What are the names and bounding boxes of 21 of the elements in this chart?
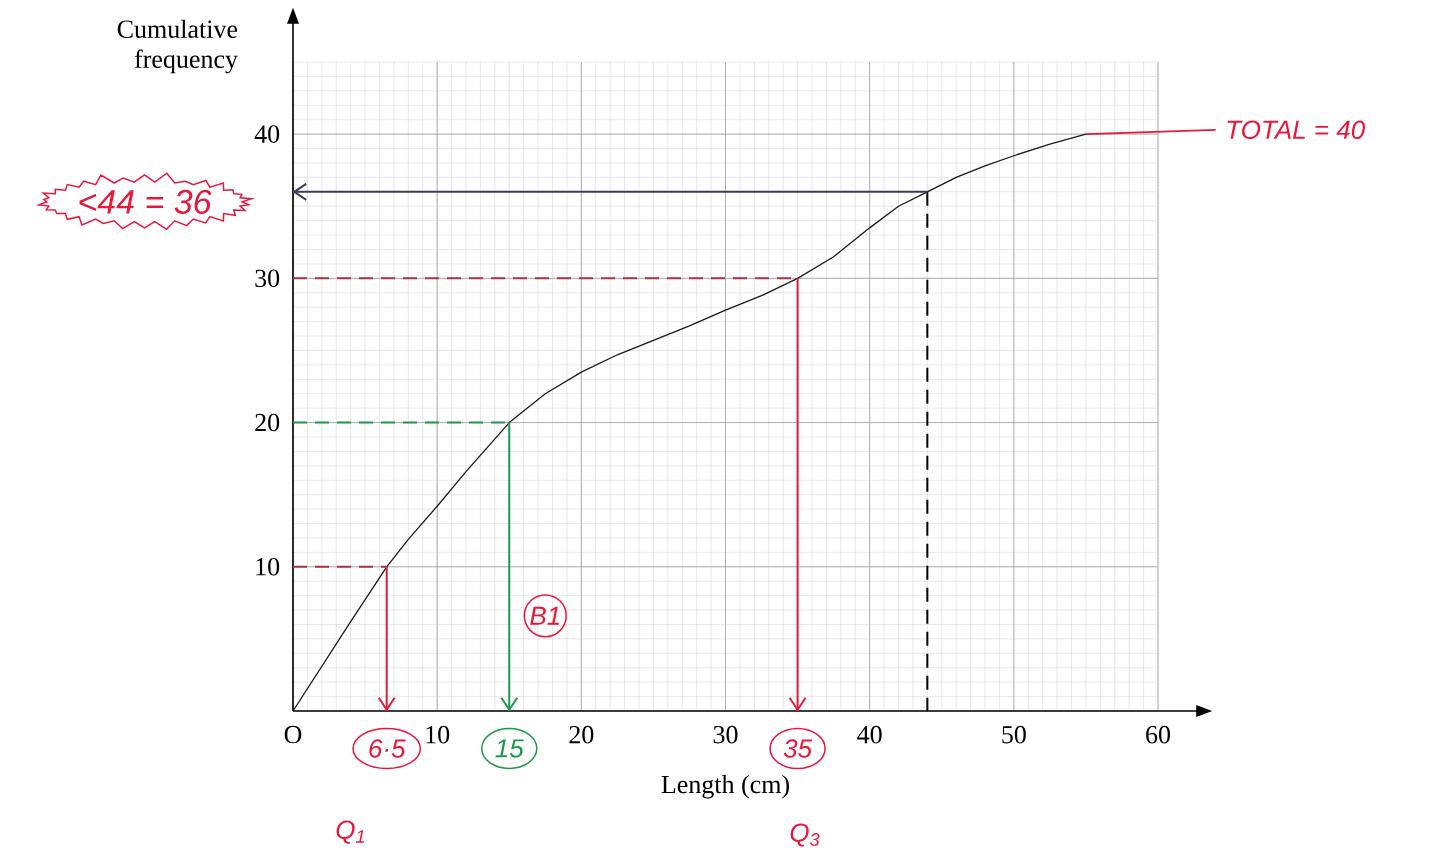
text: <44 = 36 [79,189,212,214]
x-axis-title: Length (cm) [661,774,789,799]
text: Q$_{3}$ [790,823,820,847]
x-tick-label: 40 [857,725,882,744]
x-tick-label: 20 [569,725,594,744]
y-axis-title: Cumulative frequency [117,19,238,74]
text: 35 [783,739,813,758]
annotation: B1 [530,606,559,625]
y-tick-label: 20 [255,413,280,432]
text: 6·5 [369,739,406,758]
x-tick-label: 10 [426,725,450,744]
x-tick-label: 60 [1146,725,1171,744]
x-tick-label: 30 [713,725,738,744]
text: TOTAL = 40 [1227,120,1365,139]
text: 15 [495,739,524,758]
x-tick-label: 50 [1002,725,1026,744]
y-tick-label: 40 [254,125,280,143]
text: Q$_{1}$ [336,820,365,844]
y-tick-label: 10 [256,558,280,576]
x-tick-label: O [284,725,302,744]
y-tick-label: 30 [255,269,280,288]
